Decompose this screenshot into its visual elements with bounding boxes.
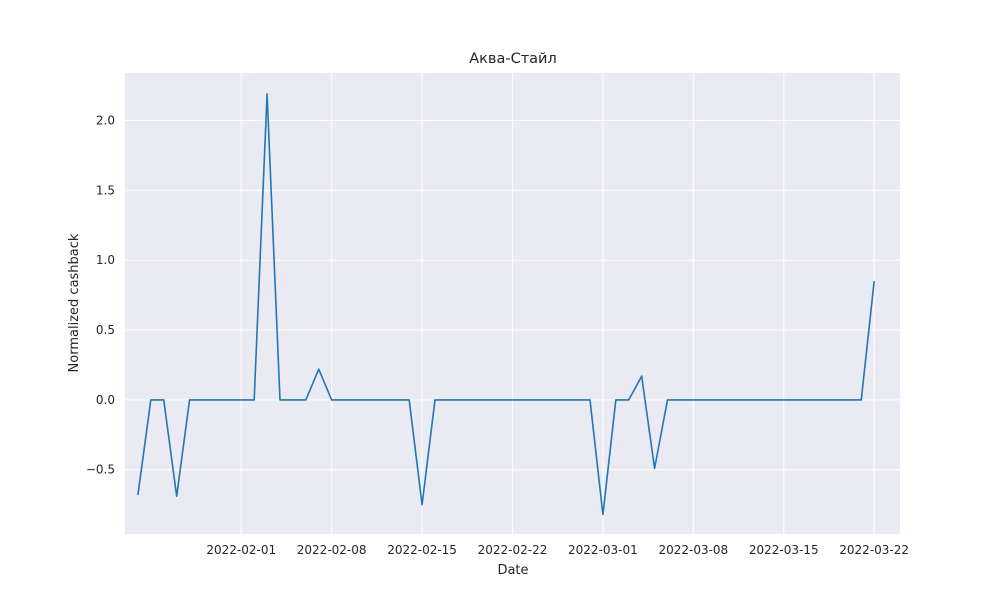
- y-tick-label: 0.0: [96, 393, 115, 407]
- y-tick-label: 1.5: [96, 183, 115, 197]
- y-tick-label: 2.0: [96, 113, 115, 127]
- x-tick-labels: 2022-02-01 2022-02-08 2022-02-15 2022-02-22…: [206, 543, 909, 557]
- y-tick-label: −0.5: [86, 463, 115, 477]
- x-tick-label: 2022-03-15: [749, 543, 819, 557]
- x-tick-label: 2022-03-22: [839, 543, 909, 557]
- x-tick-label: 2022-02-08: [297, 543, 367, 557]
- x-tick-label: 2022-02-22: [478, 543, 548, 557]
- x-tick-label: 2022-03-01: [568, 543, 638, 557]
- y-tick-label: 1.0: [96, 253, 115, 267]
- x-axis-title: Date: [497, 563, 528, 578]
- y-tick-label: 0.5: [96, 323, 115, 337]
- series-line: [137, 93, 875, 516]
- y-axis-title: Normalized cashback: [67, 233, 82, 372]
- x-tick-label: 2022-02-15: [387, 543, 457, 557]
- y-tick-labels: −0.5 0.0 0.5 1.0 1.5 2.0: [86, 113, 115, 476]
- x-tick-label: 2022-03-08: [658, 543, 728, 557]
- x-tick-label: 2022-02-01: [206, 543, 276, 557]
- x-gridlines: [240, 73, 875, 534]
- chart-title: Аква-Стайл: [469, 51, 557, 67]
